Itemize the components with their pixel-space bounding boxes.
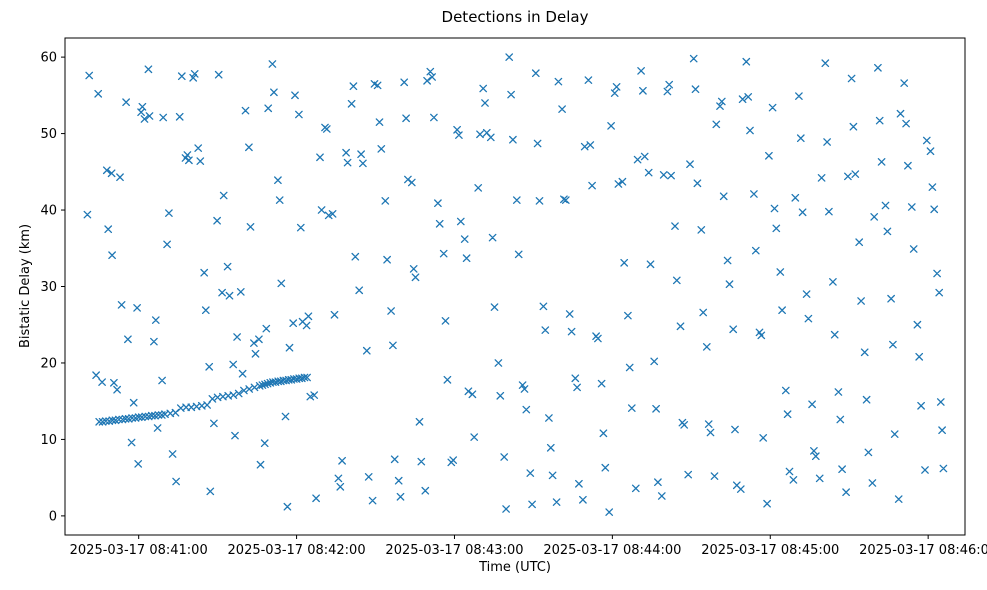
scatter-points — [83, 53, 948, 516]
y-tick-label: 10 — [40, 433, 57, 448]
y-tick-label: 30 — [40, 280, 57, 295]
y-tick-label: 60 — [40, 51, 57, 66]
chart-title: Detections in Delay — [441, 8, 589, 26]
x-tick-label: 2025-03-17 08:46:00 — [859, 543, 987, 558]
x-tick-label: 2025-03-17 08:42:00 — [228, 543, 366, 558]
x-axis-label: Time (UTC) — [479, 560, 551, 575]
y-tick-label: 50 — [40, 127, 57, 142]
axes-frame — [64, 37, 966, 536]
x-tick-label: 2025-03-17 08:41:00 — [70, 543, 208, 558]
x-tick-label: 2025-03-17 08:45:00 — [701, 543, 839, 558]
y-tick-label: 40 — [40, 204, 57, 219]
y-tick-label: 20 — [40, 356, 57, 371]
y-tick-label: 0 — [49, 509, 57, 524]
x-tick-label: 2025-03-17 08:44:00 — [543, 543, 681, 558]
x-tick-label: 2025-03-17 08:43:00 — [385, 543, 523, 558]
